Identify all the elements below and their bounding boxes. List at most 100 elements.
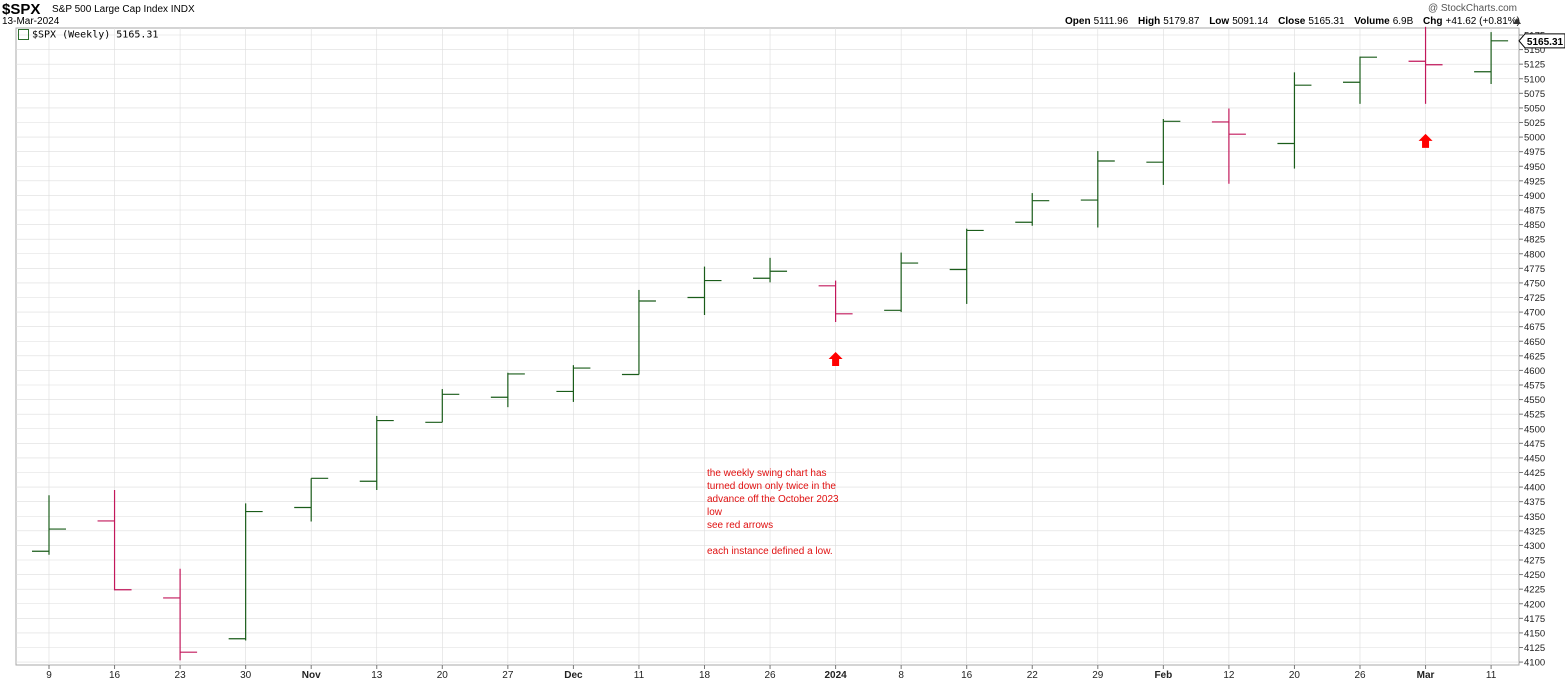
y-tick-label: 4500 [1524,424,1545,435]
y-tick-label: 4650 [1524,337,1545,348]
last-price-tag: 5165.31 [1518,33,1565,49]
y-tick-label: 5050 [1524,103,1545,114]
x-tick-label: Dec [564,670,583,681]
chart-date: 13-Mar-2024 [2,16,60,27]
y-tick-label: 4150 [1524,628,1545,639]
chart-legend: $SPX (Weekly) 5165.31 [18,29,158,41]
y-tick-label: 4425 [1524,468,1545,479]
x-tick-label: 26 [1354,670,1366,681]
x-tick-label: Mar [1417,670,1435,681]
grid-lines [16,28,1519,665]
y-tick-label: 4325 [1524,526,1545,537]
y-tick-label: 4950 [1524,162,1545,173]
y-tick-label: 4300 [1524,541,1545,552]
x-tick-label: 18 [699,670,711,681]
y-tick-label: 4725 [1524,293,1545,304]
y-tick-label: 4600 [1524,366,1545,377]
change-value: +41.62 (+0.81%) [1445,16,1521,27]
x-tick-label: 22 [1027,670,1039,681]
x-tick-label: 26 [764,670,776,681]
x-tick-label: 8 [898,670,904,681]
y-tick-label: 4550 [1524,395,1545,406]
y-tick-label: 4850 [1524,220,1545,231]
x-tick-label: 20 [437,670,449,681]
plot-area [15,27,1520,666]
ticker-symbol: $SPX [2,1,41,18]
y-tick-label: 4925 [1524,176,1545,187]
y-tick-label: 4575 [1524,381,1545,392]
x-tick-label: 23 [175,670,187,681]
x-tick-label: 29 [1092,670,1104,681]
x-tick-label: 12 [1223,670,1235,681]
y-tick-label: 5075 [1524,89,1545,100]
high-value: 5179.87 [1163,16,1200,27]
y-tick-label: 4125 [1524,643,1545,654]
x-tick-label: Nov [302,670,321,681]
red-up-arrow-icon [1418,133,1433,148]
y-tick-label: 4175 [1524,614,1545,625]
price-tag-label: 5165.31 [1527,37,1564,48]
x-tick-label: 20 [1289,670,1301,681]
close-value: 5165.31 [1308,16,1345,27]
red-up-arrow-icon [828,352,843,366]
y-tick-label: 5150 [1524,45,1545,56]
y-tick-label: 4525 [1524,410,1545,421]
y-tick-label: 4375 [1524,497,1545,508]
collapse-caret-icon[interactable] [1513,18,1521,24]
volume-label: Volume [1354,16,1390,27]
x-tick-label: 16 [961,670,973,681]
y-tick-label: 4800 [1524,249,1545,260]
ticker-name: S&P 500 Large Cap Index INDX [52,4,195,15]
y-tick-label: 4225 [1524,585,1545,596]
volume-value: 6.9B [1392,16,1414,27]
x-tick-label: 11 [1486,670,1497,681]
y-tick-label: 5000 [1524,133,1545,144]
stockcharts-credit[interactable]: @ StockCharts.com [1427,3,1517,14]
price-bars [32,26,1509,661]
y-tick-label: 4450 [1524,453,1545,464]
y-tick-label: 5100 [1524,74,1545,85]
y-tick-label: 4475 [1524,439,1545,450]
close-label: Close [1278,16,1306,27]
y-tick-label: 4700 [1524,308,1545,319]
exchange-label: INDX [170,4,195,15]
open-value: 5111.96 [1093,16,1129,27]
x-tick-label: 30 [240,670,252,681]
x-tick-label: 11 [634,670,645,681]
legend-swatch-icon [18,29,29,40]
change-label: Chg [1423,16,1443,27]
y-tick-label: 5025 [1524,118,1545,129]
y-tick-label: 4900 [1524,191,1545,202]
high-label: High [1138,16,1161,27]
y-tick-label: 4275 [1524,556,1545,567]
y-axis: 4100 4125 4150 4175 4200 4225 4250 4275 4300 4325… [1519,31,1545,669]
y-tick-label: 4200 [1524,599,1545,610]
y-tick-label: 4675 [1524,322,1545,333]
low-value: 5091.14 [1232,16,1269,27]
y-tick-label: 4350 [1524,512,1545,523]
y-tick-label: 4975 [1524,147,1545,158]
x-axis: 23 30 9 16 Nov 13 20 27 Dec 11 18 26 2024 8 16 22 29 Feb 1… [46,665,1497,681]
annotation-text: the weekly swing chart has turned down o… [707,468,839,557]
y-tick-label: 4400 [1524,483,1545,494]
x-tick-label: 27 [502,670,514,681]
low-label: Low [1209,16,1230,27]
y-tick-label: 4625 [1524,351,1545,362]
x-tick-label: Feb [1154,670,1172,681]
y-tick-label: 5125 [1524,60,1545,71]
price-tag-box [1518,33,1565,49]
legend-text: $SPX (Weekly) 5165.31 [32,29,159,41]
x-tick-label: 16 [109,670,121,681]
y-tick-label: 4775 [1524,264,1545,275]
y-tick-label: 4100 [1524,658,1545,669]
y-tick-label: 4875 [1524,206,1545,217]
index-name: S&P 500 Large Cap Index [52,4,169,15]
ohlc-summary: Open 5111.96 High 5179.87 Low 5091.14 Close… [1065,16,1520,27]
red-arrows [828,133,1433,366]
x-tick-label: 13 [371,670,383,681]
x-tick-label: 2024 [824,670,847,681]
open-label: Open [1065,16,1091,27]
x-tick-label: 9 [46,670,52,681]
y-tick-label: 4750 [1524,278,1545,289]
